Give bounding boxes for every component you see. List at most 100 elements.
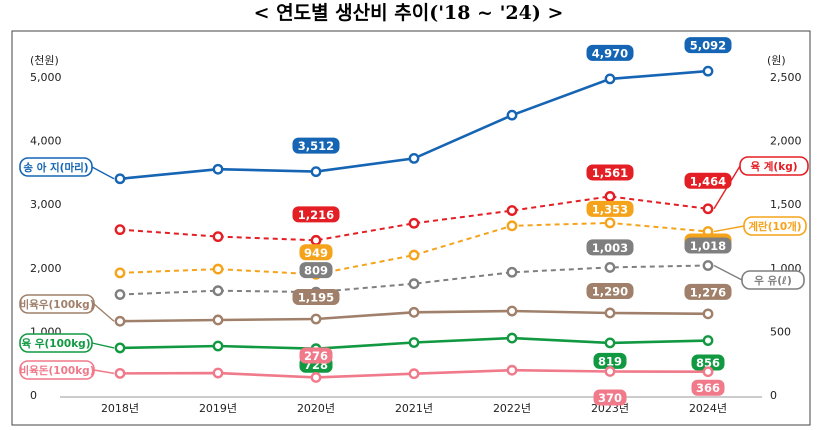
data-point bbox=[212, 367, 224, 379]
data-label-bg bbox=[292, 137, 340, 154]
data-label-bg bbox=[593, 352, 627, 369]
data-point bbox=[604, 337, 616, 349]
data-point bbox=[114, 342, 126, 354]
right-axis-unit: (원) bbox=[767, 54, 786, 67]
data-label-bg bbox=[299, 347, 333, 364]
data-point bbox=[114, 224, 126, 236]
data-label-bg bbox=[684, 172, 732, 189]
data-label-bg bbox=[691, 379, 725, 396]
data-point bbox=[702, 260, 714, 271]
left-axis-tick: 3,000 bbox=[30, 198, 62, 211]
data-point bbox=[310, 234, 322, 246]
data-label: 3,512 bbox=[298, 139, 334, 153]
data-point bbox=[702, 366, 714, 378]
data-point bbox=[408, 249, 420, 261]
data-point bbox=[212, 285, 224, 297]
data-label: 1,464 bbox=[690, 174, 726, 188]
page-title: < 연도별 생산비 추이('18 ~ '24) > bbox=[253, 2, 564, 24]
data-label: 1,018 bbox=[690, 239, 726, 253]
legend-label: 육 우(100kg) bbox=[22, 338, 91, 350]
legend-label: 육 계(kg) bbox=[750, 160, 797, 173]
data-label: 4,970 bbox=[592, 46, 628, 60]
data-point bbox=[408, 306, 420, 318]
legend-label: 우 유(ℓ) bbox=[754, 275, 792, 287]
data-label-bg bbox=[684, 237, 732, 254]
data-label-bg bbox=[299, 244, 333, 261]
data-label: 1,216 bbox=[298, 208, 334, 222]
data-point bbox=[408, 337, 420, 348]
x-axis-tick: 2022년 bbox=[493, 402, 531, 415]
data-point bbox=[604, 191, 616, 202]
data-label: 1,353 bbox=[592, 202, 628, 216]
data-point bbox=[604, 366, 616, 377]
legend-label: 비육우(100kg) bbox=[20, 298, 95, 311]
data-label: 370 bbox=[598, 391, 622, 405]
data-point bbox=[408, 217, 420, 229]
data-point bbox=[702, 335, 714, 346]
data-point bbox=[114, 289, 126, 300]
data-label: 819 bbox=[598, 354, 622, 368]
data-point bbox=[604, 307, 616, 319]
legend-leader bbox=[91, 342, 115, 349]
data-label-bg bbox=[299, 262, 333, 279]
data-point bbox=[702, 308, 714, 320]
right-axis-tick: 2,500 bbox=[770, 71, 802, 84]
left-axis-tick: 5,000 bbox=[30, 71, 62, 84]
data-label-bg bbox=[586, 282, 634, 299]
data-point bbox=[506, 109, 518, 121]
data-point bbox=[506, 205, 518, 216]
data-point bbox=[212, 314, 224, 326]
left-axis-tick: 2,000 bbox=[30, 262, 62, 275]
data-label-bg bbox=[586, 239, 634, 256]
legend-label: 송 아 지(마리) bbox=[23, 161, 88, 174]
data-label: 1,290 bbox=[592, 284, 628, 298]
data-point bbox=[604, 217, 616, 229]
data-point bbox=[114, 315, 126, 327]
data-point bbox=[702, 65, 714, 77]
left-axis-unit: (천원) bbox=[30, 53, 59, 67]
data-point bbox=[604, 73, 616, 85]
data-point bbox=[702, 203, 714, 215]
data-label-bg bbox=[684, 283, 732, 300]
data-label: 366 bbox=[696, 381, 720, 395]
data-point bbox=[212, 231, 224, 243]
legend-label: 계란(10개) bbox=[748, 220, 801, 233]
data-point bbox=[310, 372, 322, 383]
data-point bbox=[506, 266, 518, 278]
data-label-bg bbox=[586, 164, 634, 181]
right-axis-tick: 1,500 bbox=[770, 198, 802, 211]
data-label-bg bbox=[691, 354, 725, 371]
legend-leader bbox=[713, 165, 741, 210]
data-label: 276 bbox=[304, 349, 328, 363]
x-axis-tick: 2021년 bbox=[395, 402, 433, 415]
data-label-bg bbox=[292, 288, 340, 305]
data-label-bg bbox=[586, 44, 634, 61]
data-label-bg bbox=[292, 206, 340, 223]
data-label: 5,092 bbox=[690, 39, 726, 53]
right-axis-tick: 500 bbox=[770, 325, 791, 338]
legend-leader bbox=[713, 225, 745, 233]
data-label: 1,276 bbox=[690, 285, 726, 299]
legend-leader bbox=[93, 303, 115, 322]
data-point bbox=[506, 220, 518, 232]
data-label: 949 bbox=[304, 246, 328, 260]
left-axis-tick: 0 bbox=[30, 389, 37, 402]
chart-frame bbox=[11, 30, 811, 426]
legend-leader bbox=[93, 369, 115, 375]
legend-label: 비육돈(100kg) bbox=[20, 364, 95, 377]
data-label: 856 bbox=[696, 356, 720, 370]
x-axis-tick: 2018년 bbox=[101, 402, 139, 415]
data-point bbox=[212, 340, 224, 352]
data-label-bg bbox=[593, 389, 627, 406]
data-point bbox=[506, 332, 518, 344]
data-point bbox=[212, 163, 224, 175]
data-point bbox=[114, 173, 126, 185]
x-axis-tick: 2019년 bbox=[199, 402, 237, 415]
data-label: 1,003 bbox=[592, 241, 628, 255]
x-axis-tick: 2020년 bbox=[297, 402, 335, 415]
left-axis-tick: 4,000 bbox=[30, 135, 62, 148]
data-point bbox=[212, 263, 224, 275]
legend-leader bbox=[713, 264, 743, 281]
data-label: 809 bbox=[304, 264, 328, 278]
